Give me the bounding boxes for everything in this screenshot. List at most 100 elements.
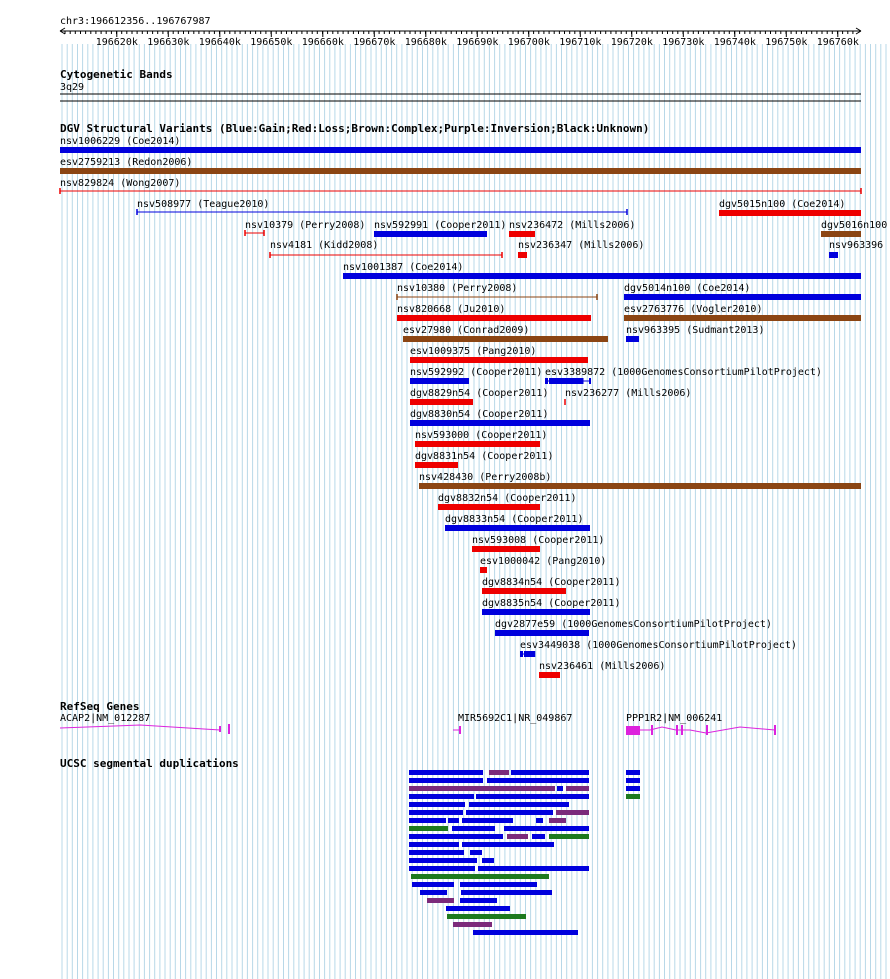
- segdup-feature[interactable]: [482, 858, 494, 863]
- dgv-feature[interactable]: nsv963396: [829, 240, 883, 258]
- dgv-feature[interactable]: nsv10379 (Perry2008): [244, 220, 365, 236]
- segdup-feature[interactable]: [447, 914, 526, 919]
- dgv-feature-bar[interactable]: [445, 525, 590, 531]
- segdup-feature[interactable]: [446, 906, 510, 911]
- segdup-feature[interactable]: [478, 866, 589, 871]
- dgv-feature-bar[interactable]: [624, 315, 861, 321]
- dgv-feature[interactable]: dgv2877e59 (1000GenomesConsortiumPilotPr…: [495, 619, 772, 636]
- segdup-feature[interactable]: [626, 794, 640, 799]
- segdup-feature[interactable]: [507, 834, 528, 839]
- segdup-feature[interactable]: [462, 842, 554, 847]
- segdup-feature[interactable]: [409, 770, 483, 775]
- dgv-track[interactable]: nsv1006229 (Coe2014) esv2759213 (Redon200…: [59, 136, 887, 678]
- dgv-feature[interactable]: nsv508977 (Teague2010): [136, 199, 628, 215]
- segdup-feature[interactable]: [420, 890, 447, 895]
- segdup-feature[interactable]: [460, 882, 537, 887]
- segdup-feature[interactable]: [626, 786, 640, 791]
- gene-acap2[interactable]: ACAP2|NM_012287: [59, 713, 230, 734]
- gene-mir5692c1[interactable]: MIR5692C1|NR_049867: [453, 713, 572, 734]
- segdup-feature[interactable]: [412, 882, 454, 887]
- segdup-feature[interactable]: [409, 818, 446, 823]
- dgv-feature[interactable]: nsv1006229 (Coe2014): [60, 136, 861, 153]
- dgv-feature[interactable]: nsv963395 (Sudmant2013): [626, 325, 764, 342]
- segdup-feature[interactable]: [473, 930, 578, 935]
- segdup-feature[interactable]: [460, 898, 497, 903]
- dgv-feature[interactable]: nsv236347 (Mills2006): [518, 240, 644, 258]
- segdup-feature[interactable]: [626, 770, 640, 775]
- segdup-feature[interactable]: [453, 922, 492, 927]
- dgv-feature-bar[interactable]: [472, 546, 540, 552]
- segdup-feature[interactable]: [409, 786, 555, 791]
- segdup-feature[interactable]: [487, 778, 589, 783]
- dgv-feature-bar[interactable]: [374, 231, 487, 237]
- dgv-feature[interactable]: dgv8830n54 (Cooper2011): [410, 409, 590, 426]
- dgv-feature-bar[interactable]: [410, 420, 590, 426]
- dgv-feature[interactable]: nsv593000 (Cooper2011): [415, 430, 547, 447]
- segdup-feature[interactable]: [556, 810, 589, 815]
- dgv-feature-bar[interactable]: [495, 630, 589, 636]
- gene-ppp1r2[interactable]: PPP1R2|NM_006241: [626, 713, 776, 735]
- segdup-feature[interactable]: [626, 778, 640, 783]
- dgv-feature[interactable]: dgv8831n54 (Cooper2011): [415, 451, 553, 468]
- dgv-feature-bar[interactable]: [410, 357, 588, 363]
- dgv-feature-bar[interactable]: [482, 588, 566, 594]
- dgv-feature-bar[interactable]: [403, 336, 608, 342]
- segdup-feature[interactable]: [409, 850, 464, 855]
- dgv-feature-bar[interactable]: [482, 609, 590, 615]
- dgv-feature[interactable]: nsv10380 (Perry2008): [396, 283, 598, 300]
- dgv-feature-bar[interactable]: [397, 315, 591, 321]
- dgv-feature[interactable]: nsv236472 (Mills2006): [509, 220, 635, 237]
- dgv-feature[interactable]: nsv593008 (Cooper2011): [472, 535, 604, 552]
- segdup-feature[interactable]: [409, 834, 503, 839]
- dgv-feature[interactable]: nsv592991 (Cooper2011): [374, 220, 506, 237]
- segdup-feature[interactable]: [489, 770, 509, 775]
- segdup-feature[interactable]: [461, 890, 552, 895]
- dgv-feature-bar[interactable]: [821, 231, 861, 237]
- segdup-feature[interactable]: [409, 802, 465, 807]
- dgv-feature[interactable]: esv2759213 (Redon2006): [60, 157, 861, 174]
- segdup-feature[interactable]: [470, 850, 482, 855]
- segdup-feature[interactable]: [409, 826, 448, 831]
- dgv-feature[interactable]: dgv8835n54 (Cooper2011): [482, 598, 620, 615]
- dgv-feature[interactable]: nsv4181 (Kidd2008): [269, 240, 503, 258]
- dgv-feature[interactable]: nsv592992 (Cooper2011): [410, 367, 542, 384]
- dgv-feature[interactable]: dgv8833n54 (Cooper2011): [445, 514, 590, 531]
- dgv-feature[interactable]: nsv829824 (Wong2007): [59, 178, 862, 194]
- refseq-track[interactable]: ACAP2|NM_012287 MIR5692C1|NR_049867 PPP1R2…: [59, 713, 776, 735]
- dgv-feature-bar[interactable]: [419, 483, 861, 489]
- segdup-feature[interactable]: [409, 866, 475, 871]
- dgv-feature[interactable]: esv3449038 (1000GenomesConsortiumPilotPr…: [520, 640, 797, 657]
- dgv-feature-bar[interactable]: [518, 252, 527, 258]
- dgv-feature[interactable]: esv1000042 (Pang2010): [480, 556, 606, 573]
- dgv-feature-bar[interactable]: [480, 567, 487, 573]
- dgv-feature-bar[interactable]: [60, 147, 861, 153]
- dgv-feature-bar[interactable]: [509, 231, 535, 237]
- segdup-feature[interactable]: [566, 786, 589, 791]
- segdup-feature[interactable]: [411, 874, 549, 879]
- dgv-feature-bar[interactable]: [626, 336, 639, 342]
- dgv-feature-bar[interactable]: [343, 273, 861, 279]
- dgv-feature-bar[interactable]: [719, 210, 861, 216]
- coordinate-ruler[interactable]: 196620k 196630k 196640k 196650k 196660k 19667…: [59, 27, 862, 48]
- dgv-feature-bar[interactable]: [415, 462, 458, 468]
- dgv-feature[interactable]: dgv5016n100: [821, 220, 887, 237]
- dgv-feature[interactable]: esv3389872 (1000GenomesConsortiumPilotPr…: [545, 367, 822, 384]
- segdup-feature[interactable]: [462, 818, 513, 823]
- segdup-feature[interactable]: [409, 778, 483, 783]
- dgv-feature[interactable]: dgv8829n54 (Cooper2011): [410, 388, 548, 405]
- dgv-feature[interactable]: nsv1001387 (Coe2014): [343, 262, 861, 279]
- segdup-feature[interactable]: [549, 834, 589, 839]
- dgv-feature-bar[interactable]: [415, 441, 540, 447]
- dgv-feature[interactable]: dgv8834n54 (Cooper2011): [482, 577, 620, 594]
- segdup-track[interactable]: [409, 770, 640, 935]
- dgv-feature-bar[interactable]: [539, 672, 560, 678]
- dgv-feature[interactable]: esv27980 (Conrad2009): [403, 325, 608, 342]
- segdup-feature[interactable]: [532, 834, 545, 839]
- segdup-feature[interactable]: [469, 802, 569, 807]
- segdup-feature[interactable]: [427, 898, 454, 903]
- segdup-feature[interactable]: [536, 818, 543, 823]
- dgv-feature-bar[interactable]: [410, 378, 469, 384]
- dgv-feature[interactable]: nsv428430 (Perry2008b): [419, 472, 861, 489]
- segdup-feature[interactable]: [557, 786, 563, 791]
- dgv-feature[interactable]: nsv236461 (Mills2006): [539, 661, 665, 678]
